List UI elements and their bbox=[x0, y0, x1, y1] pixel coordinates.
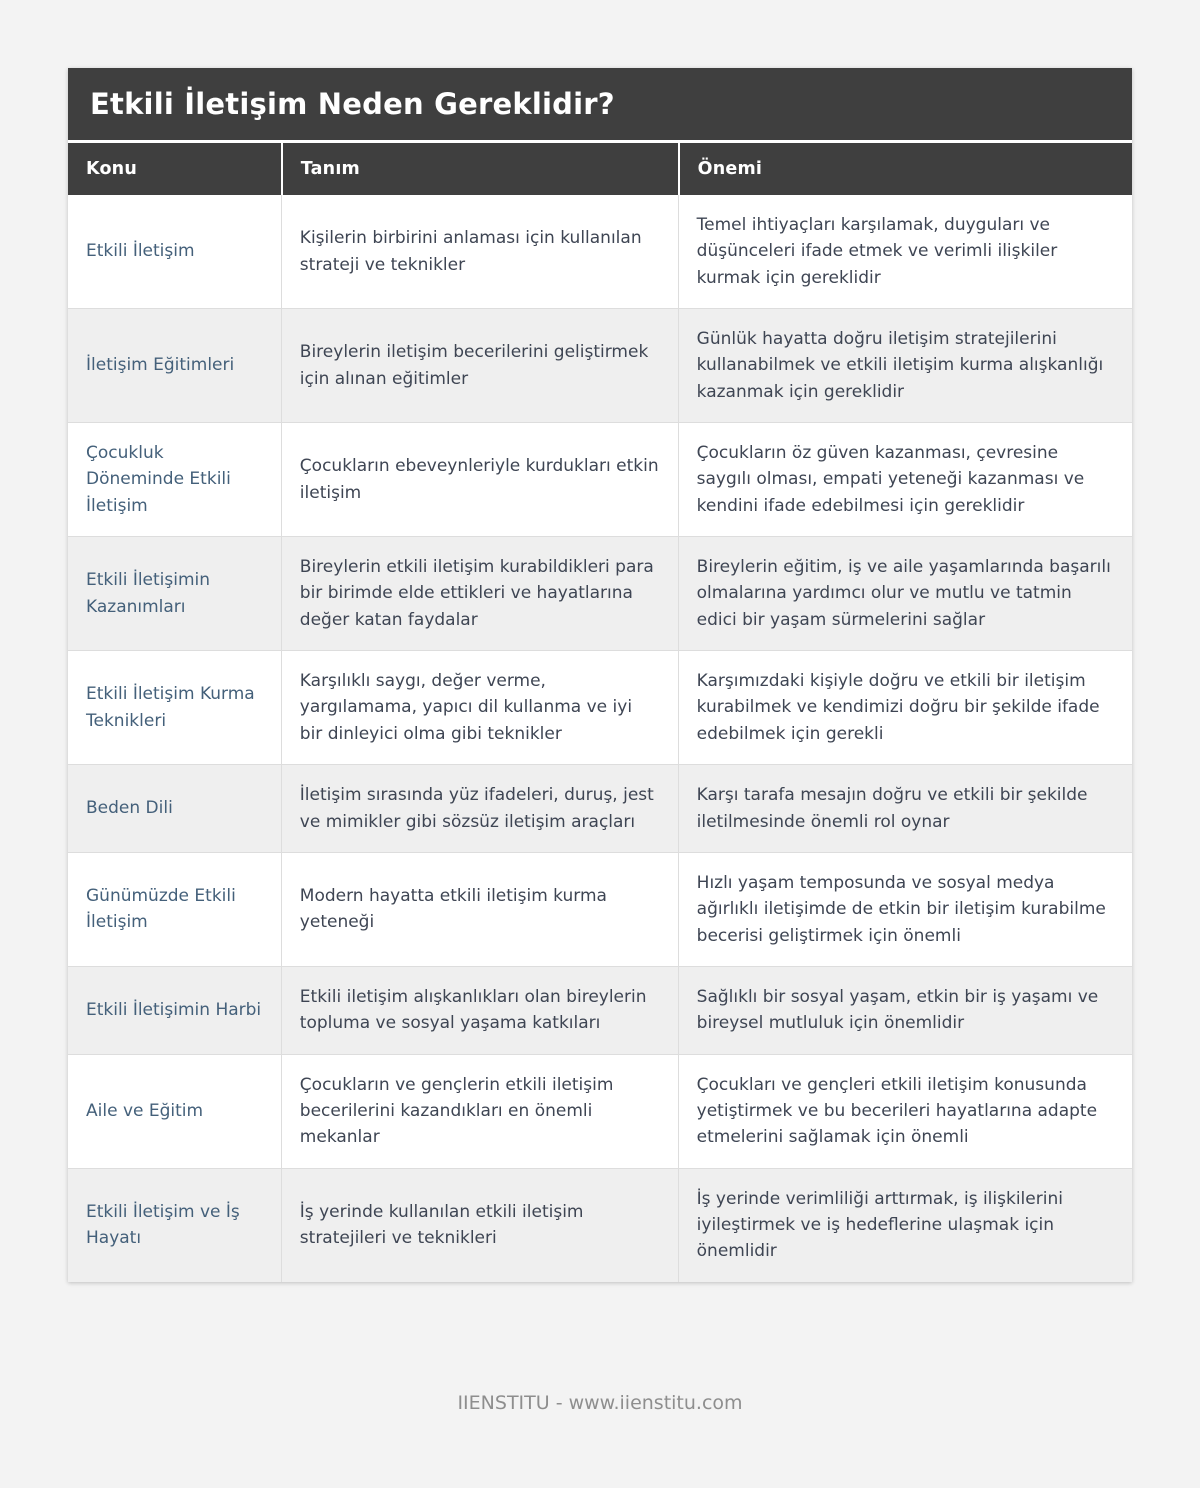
table-header: Konu Tanım Önemi bbox=[68, 143, 1132, 195]
cell-tanim: İletişim sırasında yüz ifadeleri, duruş,… bbox=[280, 764, 678, 852]
cell-onemi: İş yerinde verimliliği arttırmak, iş ili… bbox=[677, 1167, 1132, 1282]
cell-konu: Beden Dili bbox=[68, 764, 281, 852]
cell-konu: Etkili İletişimin Kazanımları bbox=[68, 536, 281, 650]
cell-tanim: İş yerinde kullanılan etkili iletişim st… bbox=[280, 1167, 678, 1282]
cell-onemi: Karşı tarafa mesajın doğru ve etkili bir… bbox=[677, 764, 1132, 852]
table-row: Beden Dili İletişim sırasında yüz ifadel… bbox=[68, 764, 1132, 852]
cell-onemi: Çocukları ve gençleri etkili iletişim ko… bbox=[677, 1053, 1132, 1168]
cell-onemi: Sağlıklı bir sosyal yaşam, etkin bir iş … bbox=[677, 965, 1132, 1054]
table-row: İletişim Eğitimleri Bireylerin iletişim … bbox=[68, 308, 1132, 423]
cell-onemi: Günlük hayatta doğru iletişim stratejile… bbox=[677, 308, 1132, 423]
table-body: Etkili İletişim Kişilerin birbirini anla… bbox=[68, 195, 1132, 1282]
cell-konu: Etkili İletişim Kurma Teknikleri bbox=[68, 650, 281, 764]
cell-onemi: Temel ihtiyaçları karşılamak, duyguları … bbox=[677, 195, 1132, 309]
cell-tanim: Çocukların ve gençlerin etkili iletişim … bbox=[280, 1053, 678, 1168]
table-row: Etkili İletişim Kişilerin birbirini anla… bbox=[68, 195, 1132, 309]
cell-konu: Günümüzde Etkili İletişim bbox=[68, 851, 281, 966]
cell-tanim: Çocukların ebeveynleriyle kurdukları etk… bbox=[280, 422, 678, 537]
cell-konu: Etkili İletişimin Harbi bbox=[68, 965, 281, 1054]
column-header-onemi: Önemi bbox=[677, 143, 1132, 195]
page-title: Etkili İletişim Neden Gereklidir? bbox=[68, 68, 1132, 140]
cell-onemi: Çocukların öz güven kazanması, çevresine… bbox=[677, 422, 1132, 537]
cell-onemi: Karşımızdaki kişiyle doğru ve etkili bir… bbox=[677, 650, 1132, 765]
table-card: Etkili İletişim Neden Gereklidir? Konu T… bbox=[68, 68, 1132, 1282]
cell-konu: Etkili İletişim ve İş Hayatı bbox=[68, 1167, 281, 1282]
cell-tanim: Kişilerin birbirini anlaması için kullan… bbox=[280, 195, 678, 309]
table-row: Etkili İletişim ve İş Hayatı İş yerinde … bbox=[68, 1167, 1132, 1282]
cell-tanim: Bireylerin etkili iletişim kurabildikler… bbox=[280, 536, 678, 651]
cell-konu: Etkili İletişim bbox=[86, 241, 195, 262]
table-row: Etkili İletişim Kurma Teknikleri Karşılı… bbox=[68, 650, 1132, 765]
table-row: Etkili İletişimin Kazanımları Bireylerin… bbox=[68, 536, 1132, 651]
cell-onemi: Bireylerin eğitim, iş ve aile yaşamların… bbox=[677, 536, 1132, 651]
column-header-tanim: Tanım bbox=[280, 143, 678, 195]
footer: IIENSTITU - www.iienstitu.com bbox=[0, 1392, 1200, 1414]
cell-konu: İletişim Eğitimleri bbox=[68, 308, 281, 422]
cell-onemi: Hızlı yaşam temposunda ve sosyal medya a… bbox=[677, 851, 1132, 966]
table-row: Aile ve Eğitim Çocukların ve gençlerin e… bbox=[68, 1053, 1132, 1168]
column-header-konu: Konu bbox=[68, 143, 281, 195]
header-row: Konu Tanım Önemi bbox=[68, 143, 1132, 195]
footer-credit: IIENSTITU - www.iienstitu.com bbox=[457, 1392, 743, 1414]
cell-tanim: Bireylerin iletişim becerilerini gelişti… bbox=[280, 308, 678, 423]
table-row: Çocukluk Döneminde Etkili İletişim Çocuk… bbox=[68, 422, 1132, 537]
communication-table: Konu Tanım Önemi Etkili İletişim Kişiler… bbox=[68, 143, 1132, 1282]
table-row: Etkili İletişimin Harbi Etkili iletişim … bbox=[68, 965, 1132, 1054]
cell-tanim: Modern hayatta etkili iletişim kurma yet… bbox=[280, 851, 678, 966]
table-row: Günümüzde Etkili İletişim Modern hayatta… bbox=[68, 851, 1132, 966]
cell-konu: Aile ve Eğitim bbox=[68, 1053, 281, 1168]
cell-tanim: Etkili iletişim alışkanlıkları olan bire… bbox=[280, 965, 678, 1054]
cell-konu: Çocukluk Döneminde Etkili İletişim bbox=[68, 422, 281, 536]
cell-tanim: Karşılıklı saygı, değer verme, yargılama… bbox=[280, 650, 678, 765]
